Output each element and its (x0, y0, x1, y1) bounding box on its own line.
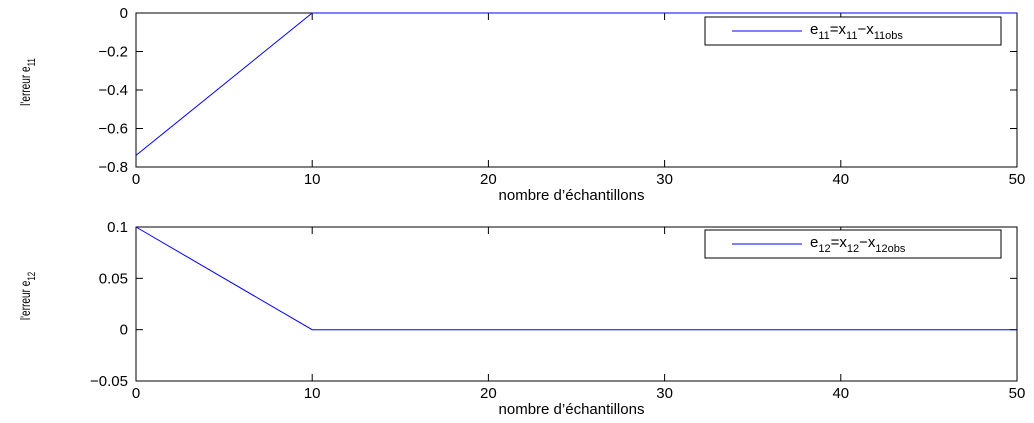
x-tick-label: 50 (1009, 385, 1026, 402)
x-axis-label: nombre d’échantillons (499, 187, 645, 204)
legend-text: =x (830, 21, 847, 38)
y-tick-label: −0.6 (98, 121, 128, 138)
subplot-1: 0 10 20 30 40 50 0 −0.2 −0.4 −0.6 −0.8 nombre d’éch… (17, 5, 1025, 204)
y-axis-label-main: l'erreur e (17, 281, 33, 321)
legend-text: =x (831, 234, 848, 251)
y-tick-label: 0.1 (107, 219, 128, 236)
y-tick-label: 0.05 (99, 270, 128, 287)
y-axis-label: l'erreur e12 (17, 272, 38, 320)
legend-text: e (810, 21, 818, 38)
x-tick-label: 20 (480, 171, 497, 188)
y-axis-label-main: l'erreur e (17, 66, 33, 106)
y-tick-label: −0.4 (98, 82, 128, 99)
x-tick-label: 30 (656, 385, 673, 402)
y-axis-label-subscript: 12 (26, 272, 39, 281)
legend: e11=x11−x11obs (704, 16, 1002, 46)
legend: e12=x12−x12obs (704, 229, 1002, 259)
x-tick-label: 10 (304, 385, 321, 402)
x-tick-label: 0 (132, 171, 140, 188)
x-tick-label: 10 (304, 171, 321, 188)
legend-text: −x (859, 234, 876, 251)
legend-subscript: 11 (818, 30, 829, 42)
x-axis-label: nombre d’échantillons (499, 401, 645, 418)
y-tick-label: 0 (120, 5, 128, 22)
legend-text: −x (857, 21, 874, 38)
y-tick-label: 0 (120, 322, 128, 339)
x-tick-label: 40 (832, 385, 849, 402)
x-tick-label: 0 (132, 385, 140, 402)
y-tick-label: −0.8 (98, 159, 128, 176)
plot-area-frame (135, 226, 1018, 382)
series-line-1 (135, 226, 1017, 331)
legend-subscript: 11obs (874, 30, 904, 42)
x-tick-label: 50 (1009, 171, 1026, 188)
x-tick-label: 20 (480, 385, 497, 402)
legend-subscript: 11 (846, 30, 857, 42)
x-tick-label: 40 (832, 171, 849, 188)
legend-subscript: 12 (847, 243, 859, 255)
legend-subscript: 12obs (875, 243, 905, 255)
y-tick-label: −0.05 (90, 373, 128, 390)
legend-label: e12=x12−x12obs (810, 234, 906, 255)
legend-subscript: 12 (818, 243, 830, 255)
y-axis-label: l'erreur e11 (17, 58, 38, 106)
x-tick-label: 30 (656, 171, 673, 188)
series-line-1 (135, 12, 1017, 156)
legend-label: e11=x11−x11obs (810, 21, 903, 42)
y-axis-label-subscript: 11 (26, 58, 39, 66)
legend-text: e (810, 234, 818, 251)
y-tick-label: −0.2 (98, 44, 128, 61)
